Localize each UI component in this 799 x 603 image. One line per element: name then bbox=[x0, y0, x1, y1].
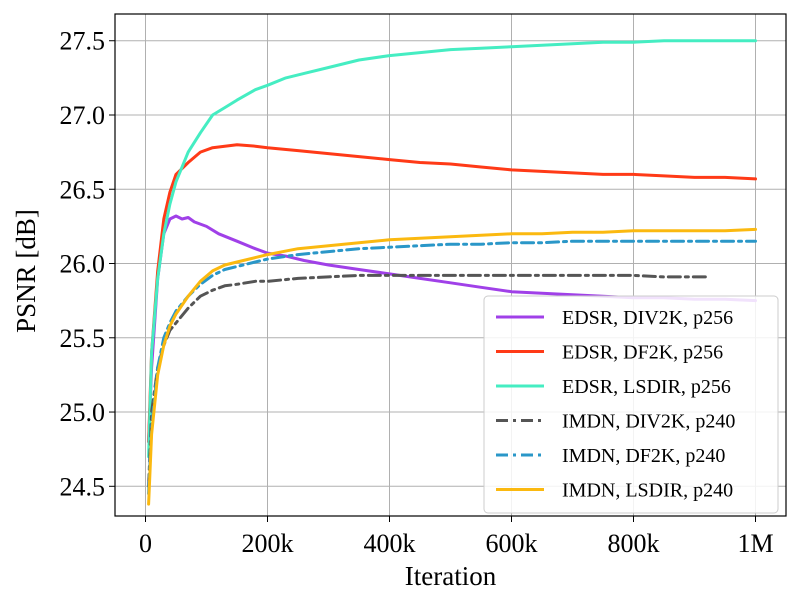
legend-label: EDSR, DIV2K, p256 bbox=[562, 307, 733, 329]
y-tick-label: 25.5 bbox=[60, 324, 106, 353]
y-tick-label: 27.5 bbox=[60, 27, 106, 56]
x-axis-label: Iteration bbox=[405, 561, 497, 591]
x-tick-label: 0 bbox=[139, 529, 152, 558]
legend: EDSR, DIV2K, p256 EDSR, DF2K, p256 EDSR, L… bbox=[483, 295, 779, 514]
y-tick-label: 26.0 bbox=[60, 250, 106, 279]
y-tick-label: 24.5 bbox=[60, 472, 106, 501]
legend-label: IMDN, LSDIR, p240 bbox=[562, 480, 733, 502]
series-line-imdn-div2k-p240 bbox=[147, 273, 709, 488]
series-line-edsr-lsdir-p256 bbox=[147, 39, 757, 459]
x-tick-label: 200k bbox=[242, 529, 294, 558]
x-tick-label: 400k bbox=[364, 529, 416, 558]
series-line-imdn-lsdir-p240 bbox=[147, 227, 757, 506]
y-axis-label: PSNR [dB] bbox=[11, 209, 41, 333]
x-tick-label: 600k bbox=[486, 529, 538, 558]
y-tick-label: 27.0 bbox=[60, 101, 106, 130]
y-tick-label: 26.5 bbox=[60, 175, 106, 204]
legend-label: EDSR, LSDIR, p256 bbox=[562, 376, 731, 398]
y-tick-label: 25.0 bbox=[60, 398, 106, 427]
axis-ticks: 0 200k 400k 600k 800k 1M 24.5 25.0 25.5 26.0 26.5 2… bbox=[60, 27, 774, 558]
plot-frame bbox=[114, 13, 787, 517]
legend-box bbox=[483, 295, 779, 514]
legend-label: EDSR, DF2K, p256 bbox=[562, 342, 723, 364]
legend-label: IMDN, DIV2K, p240 bbox=[562, 411, 735, 433]
series-line-edsr-df2k-p256 bbox=[147, 143, 757, 444]
legend-label: IMDN, DF2K, p240 bbox=[562, 445, 725, 467]
x-tick-label: 1M bbox=[737, 529, 773, 558]
x-tick-label: 800k bbox=[608, 529, 660, 558]
